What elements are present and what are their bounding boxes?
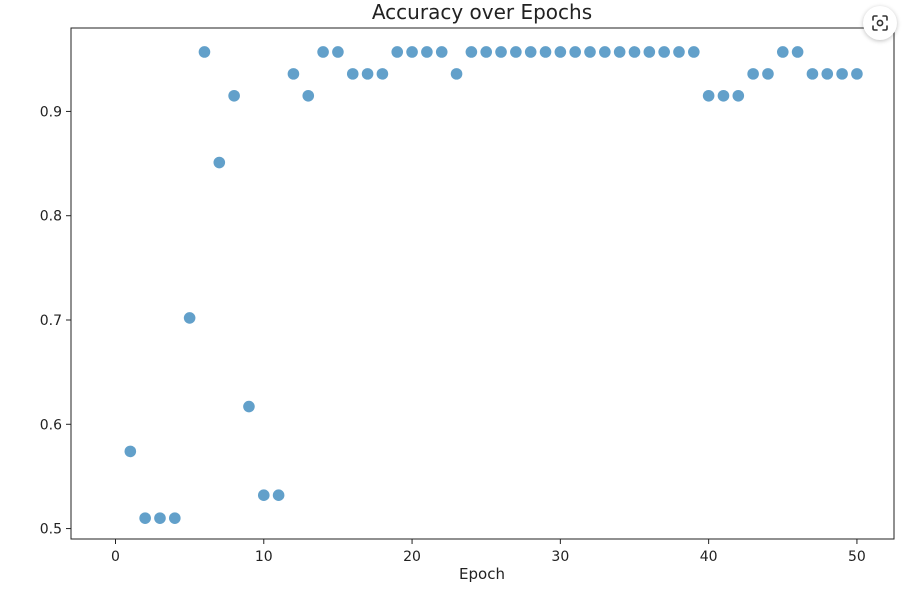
data-point [406,46,418,58]
y-tick-label: 0.8 [40,209,62,225]
data-point [272,489,285,502]
data-point [717,89,730,102]
x-tick-label: 40 [700,549,718,565]
data-point [643,46,656,58]
data-point [169,512,181,524]
data-point [450,68,463,80]
x-tick-label: 10 [255,549,273,565]
y-tick-label: 0.5 [40,522,62,538]
chart-title: Accuracy over Epochs [372,0,592,24]
data-point [688,46,700,58]
data-point [154,512,166,524]
x-tick-label: 20 [403,549,421,565]
y-axis-ticks: 0.5 0.6 0.7 0.8 0.9 [40,104,71,538]
data-point [702,89,715,102]
x-axis-label: Epoch [459,565,505,583]
data-point [732,89,745,102]
data-point [213,156,226,169]
data-point [228,89,240,102]
data-point [539,46,552,58]
data-point [821,68,834,80]
data-point [139,512,151,524]
data-point [198,46,211,58]
data-point [599,46,611,58]
data-point [257,489,270,502]
data-point [806,68,819,80]
x-axis-ticks: 0 10 20 30 40 50 [111,539,866,565]
data-point [183,312,196,324]
data-point [317,46,329,58]
data-point [836,68,848,80]
data-point [524,46,537,58]
data-point [613,46,626,58]
data-point [569,46,581,58]
data-point [302,89,315,102]
x-tick-label: 0 [111,549,120,565]
visual-search-button[interactable] [863,6,897,40]
data-point [851,68,863,80]
y-tick-label: 0.6 [40,417,62,433]
data-point [554,46,567,58]
plot-area-frame [70,27,895,540]
data-point [495,46,507,58]
data-points [124,46,863,524]
data-point [346,68,359,80]
data-point [791,46,804,58]
data-point [658,46,670,58]
y-tick-label: 0.7 [40,313,62,329]
data-point [673,46,685,58]
data-point [391,46,404,58]
data-point [421,46,433,58]
data-point [762,68,774,80]
visual-search-icon [872,15,888,31]
data-point [584,46,596,58]
data-point [465,46,478,58]
data-point [361,68,374,80]
data-point [376,68,389,80]
data-point [510,46,522,58]
data-point [332,46,344,58]
x-tick-label: 30 [551,549,569,565]
x-tick-label: 50 [848,549,866,565]
data-point [124,445,137,458]
data-point [747,68,759,80]
y-tick-label: 0.9 [40,104,62,120]
data-point [628,46,641,58]
data-point [435,46,448,58]
data-point [776,46,789,58]
data-point [480,46,493,58]
data-point [243,400,255,413]
data-point [287,68,300,80]
